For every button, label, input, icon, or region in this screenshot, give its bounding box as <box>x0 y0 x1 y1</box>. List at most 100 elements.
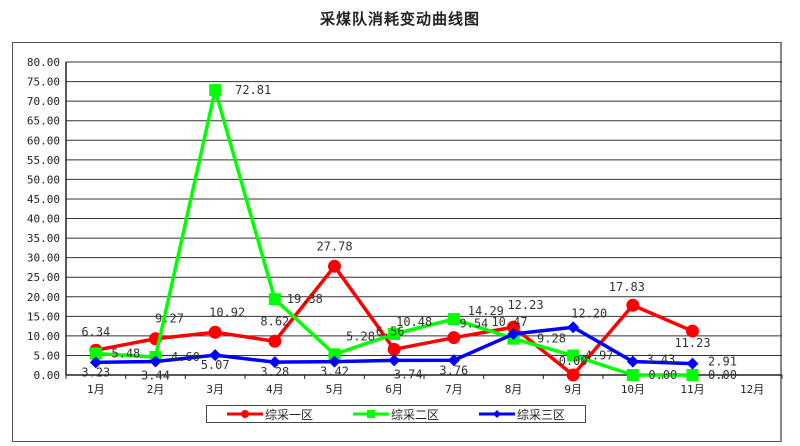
data-point-circle-icon[interactable] <box>686 324 699 338</box>
y-axis: 0.00 5.00 10.00 15.00 20.00 25.00 30.00 35.00 40… <box>27 56 67 382</box>
data-label: 9.54 <box>459 317 488 331</box>
data-label: 9.27 <box>155 312 184 326</box>
data-label: 0.00 <box>648 368 677 382</box>
green-square-line-icon <box>352 410 389 418</box>
data-point-diamond-icon[interactable] <box>388 354 401 367</box>
chart-title: 采煤队消耗变动曲线图 <box>319 10 480 28</box>
data-point-circle-icon[interactable] <box>387 342 401 356</box>
data-point-square-icon[interactable] <box>447 313 460 326</box>
data-point-circle-icon[interactable] <box>208 325 222 339</box>
y-tick-label: 20.00 <box>27 291 60 304</box>
y-tick-label: 55.00 <box>27 154 60 167</box>
data-point-circle-icon[interactable] <box>626 298 640 312</box>
y-tick-label: 40.00 <box>27 213 60 226</box>
x-tick-label: 5月 <box>326 383 344 396</box>
data-label: 72.81 <box>235 83 271 97</box>
y-tick-label: 45.00 <box>27 193 60 206</box>
legend: 综采一区 综采二区 综采三区 <box>206 405 586 423</box>
x-tick-label: 10月 <box>621 383 645 396</box>
data-point-square-icon[interactable] <box>686 369 699 381</box>
data-point-diamond-icon[interactable] <box>507 328 520 341</box>
data-label: 6.34 <box>81 325 110 339</box>
data-label: 12.20 <box>571 306 607 320</box>
data-point-diamond-icon[interactable] <box>567 321 580 334</box>
legend-item-zone1[interactable]: 综采一区 <box>226 406 313 423</box>
y-tick-label: 5.00 <box>34 349 61 362</box>
data-label: 3.43 <box>646 353 675 367</box>
data-label: 5.48 <box>111 347 140 361</box>
data-point-diamond-icon[interactable] <box>626 355 639 368</box>
data-label: 3.28 <box>260 365 289 379</box>
y-tick-label: 30.00 <box>27 252 60 265</box>
data-label: 3.74 <box>394 367 423 381</box>
data-point-circle-icon[interactable] <box>268 334 282 348</box>
data-point-square-icon[interactable] <box>626 369 639 381</box>
x-tick-label: 12月 <box>740 383 764 396</box>
data-point-circle-icon[interactable] <box>328 259 341 273</box>
y-tick-label: 70.00 <box>27 95 60 108</box>
data-point-diamond-icon[interactable] <box>328 355 341 368</box>
x-tick-label: 8月 <box>505 383 523 396</box>
y-tick-label: 80.00 <box>27 56 60 69</box>
legend-label: 综采一区 <box>264 407 313 422</box>
y-tick-label: 60.00 <box>27 134 60 147</box>
data-label: 3.44 <box>141 369 170 383</box>
data-label: 0.00 <box>708 368 737 382</box>
data-label: 4.60 <box>171 350 200 364</box>
data-label: 2.91 <box>708 355 737 369</box>
data-label: 17.83 <box>609 280 645 294</box>
legend-label: 综采三区 <box>516 407 565 422</box>
x-tick-label: 2月 <box>147 383 165 396</box>
data-label: 8.62 <box>260 314 289 328</box>
data-label: 5.28 <box>346 329 375 343</box>
data-label: 3.76 <box>439 363 468 377</box>
data-label: 27.78 <box>316 239 352 253</box>
y-tick-label: 0.00 <box>34 369 61 382</box>
data-label: 11.23 <box>674 336 710 350</box>
data-label: 4.97 <box>585 349 614 363</box>
data-point-circle-icon[interactable] <box>507 320 520 334</box>
x-tick-label: 3月 <box>206 383 224 396</box>
x-tick-label: 4月 <box>266 383 284 396</box>
data-point-diamond-icon[interactable] <box>209 349 222 362</box>
x-tick-label: 6月 <box>385 383 403 396</box>
data-point-square-icon[interactable] <box>388 327 401 340</box>
data-label: 6.56 <box>376 324 405 338</box>
data-label: 0.00 <box>559 354 588 368</box>
data-labels: 6.34 9.27 10.92 8.62 27.78 6.56 9.54 12.23 0.00 1… <box>81 83 737 382</box>
data-point-diamond-icon[interactable] <box>149 355 162 368</box>
x-tick-label: 9月 <box>564 383 582 396</box>
y-tick-label: 75.00 <box>27 76 60 89</box>
data-point-circle-icon[interactable] <box>447 331 461 345</box>
data-point-diamond-icon[interactable] <box>686 357 699 370</box>
y-tick-label: 35.00 <box>27 232 60 245</box>
x-tick-label: 1月 <box>87 383 105 396</box>
y-tick-label: 25.00 <box>27 271 60 284</box>
data-point-square-icon[interactable] <box>268 293 281 306</box>
blue-diamond-line-icon <box>478 410 515 418</box>
data-point-circle-icon[interactable] <box>566 368 580 382</box>
x-tick-label: 11月 <box>680 383 704 396</box>
data-point-square-icon[interactable] <box>328 348 341 361</box>
data-point-diamond-icon[interactable] <box>447 354 460 367</box>
data-point-square-icon[interactable] <box>89 347 102 360</box>
y-tick-label: 50.00 <box>27 173 60 186</box>
data-point-square-icon[interactable] <box>567 349 580 362</box>
data-label: 3.42 <box>320 365 349 379</box>
y-tick-label: 65.00 <box>27 115 60 128</box>
x-tick-label: 7月 <box>445 383 463 396</box>
data-point-square-icon[interactable] <box>209 84 222 97</box>
data-label: 19.38 <box>287 292 323 306</box>
y-tick-label: 10.00 <box>27 330 60 343</box>
data-point-diamond-icon[interactable] <box>268 356 281 369</box>
series-lines <box>89 84 699 382</box>
red-circle-line-icon <box>226 410 263 418</box>
legend-item-zone3[interactable]: 综采三区 <box>478 406 565 423</box>
data-point-diamond-icon[interactable] <box>89 356 102 369</box>
data-label: 3.23 <box>81 365 110 379</box>
data-label: 14.29 <box>468 304 504 318</box>
legend-item-zone2[interactable]: 综采二区 <box>352 406 439 423</box>
y-tick-label: 15.00 <box>27 310 60 323</box>
data-label: 10.47 <box>491 315 527 329</box>
